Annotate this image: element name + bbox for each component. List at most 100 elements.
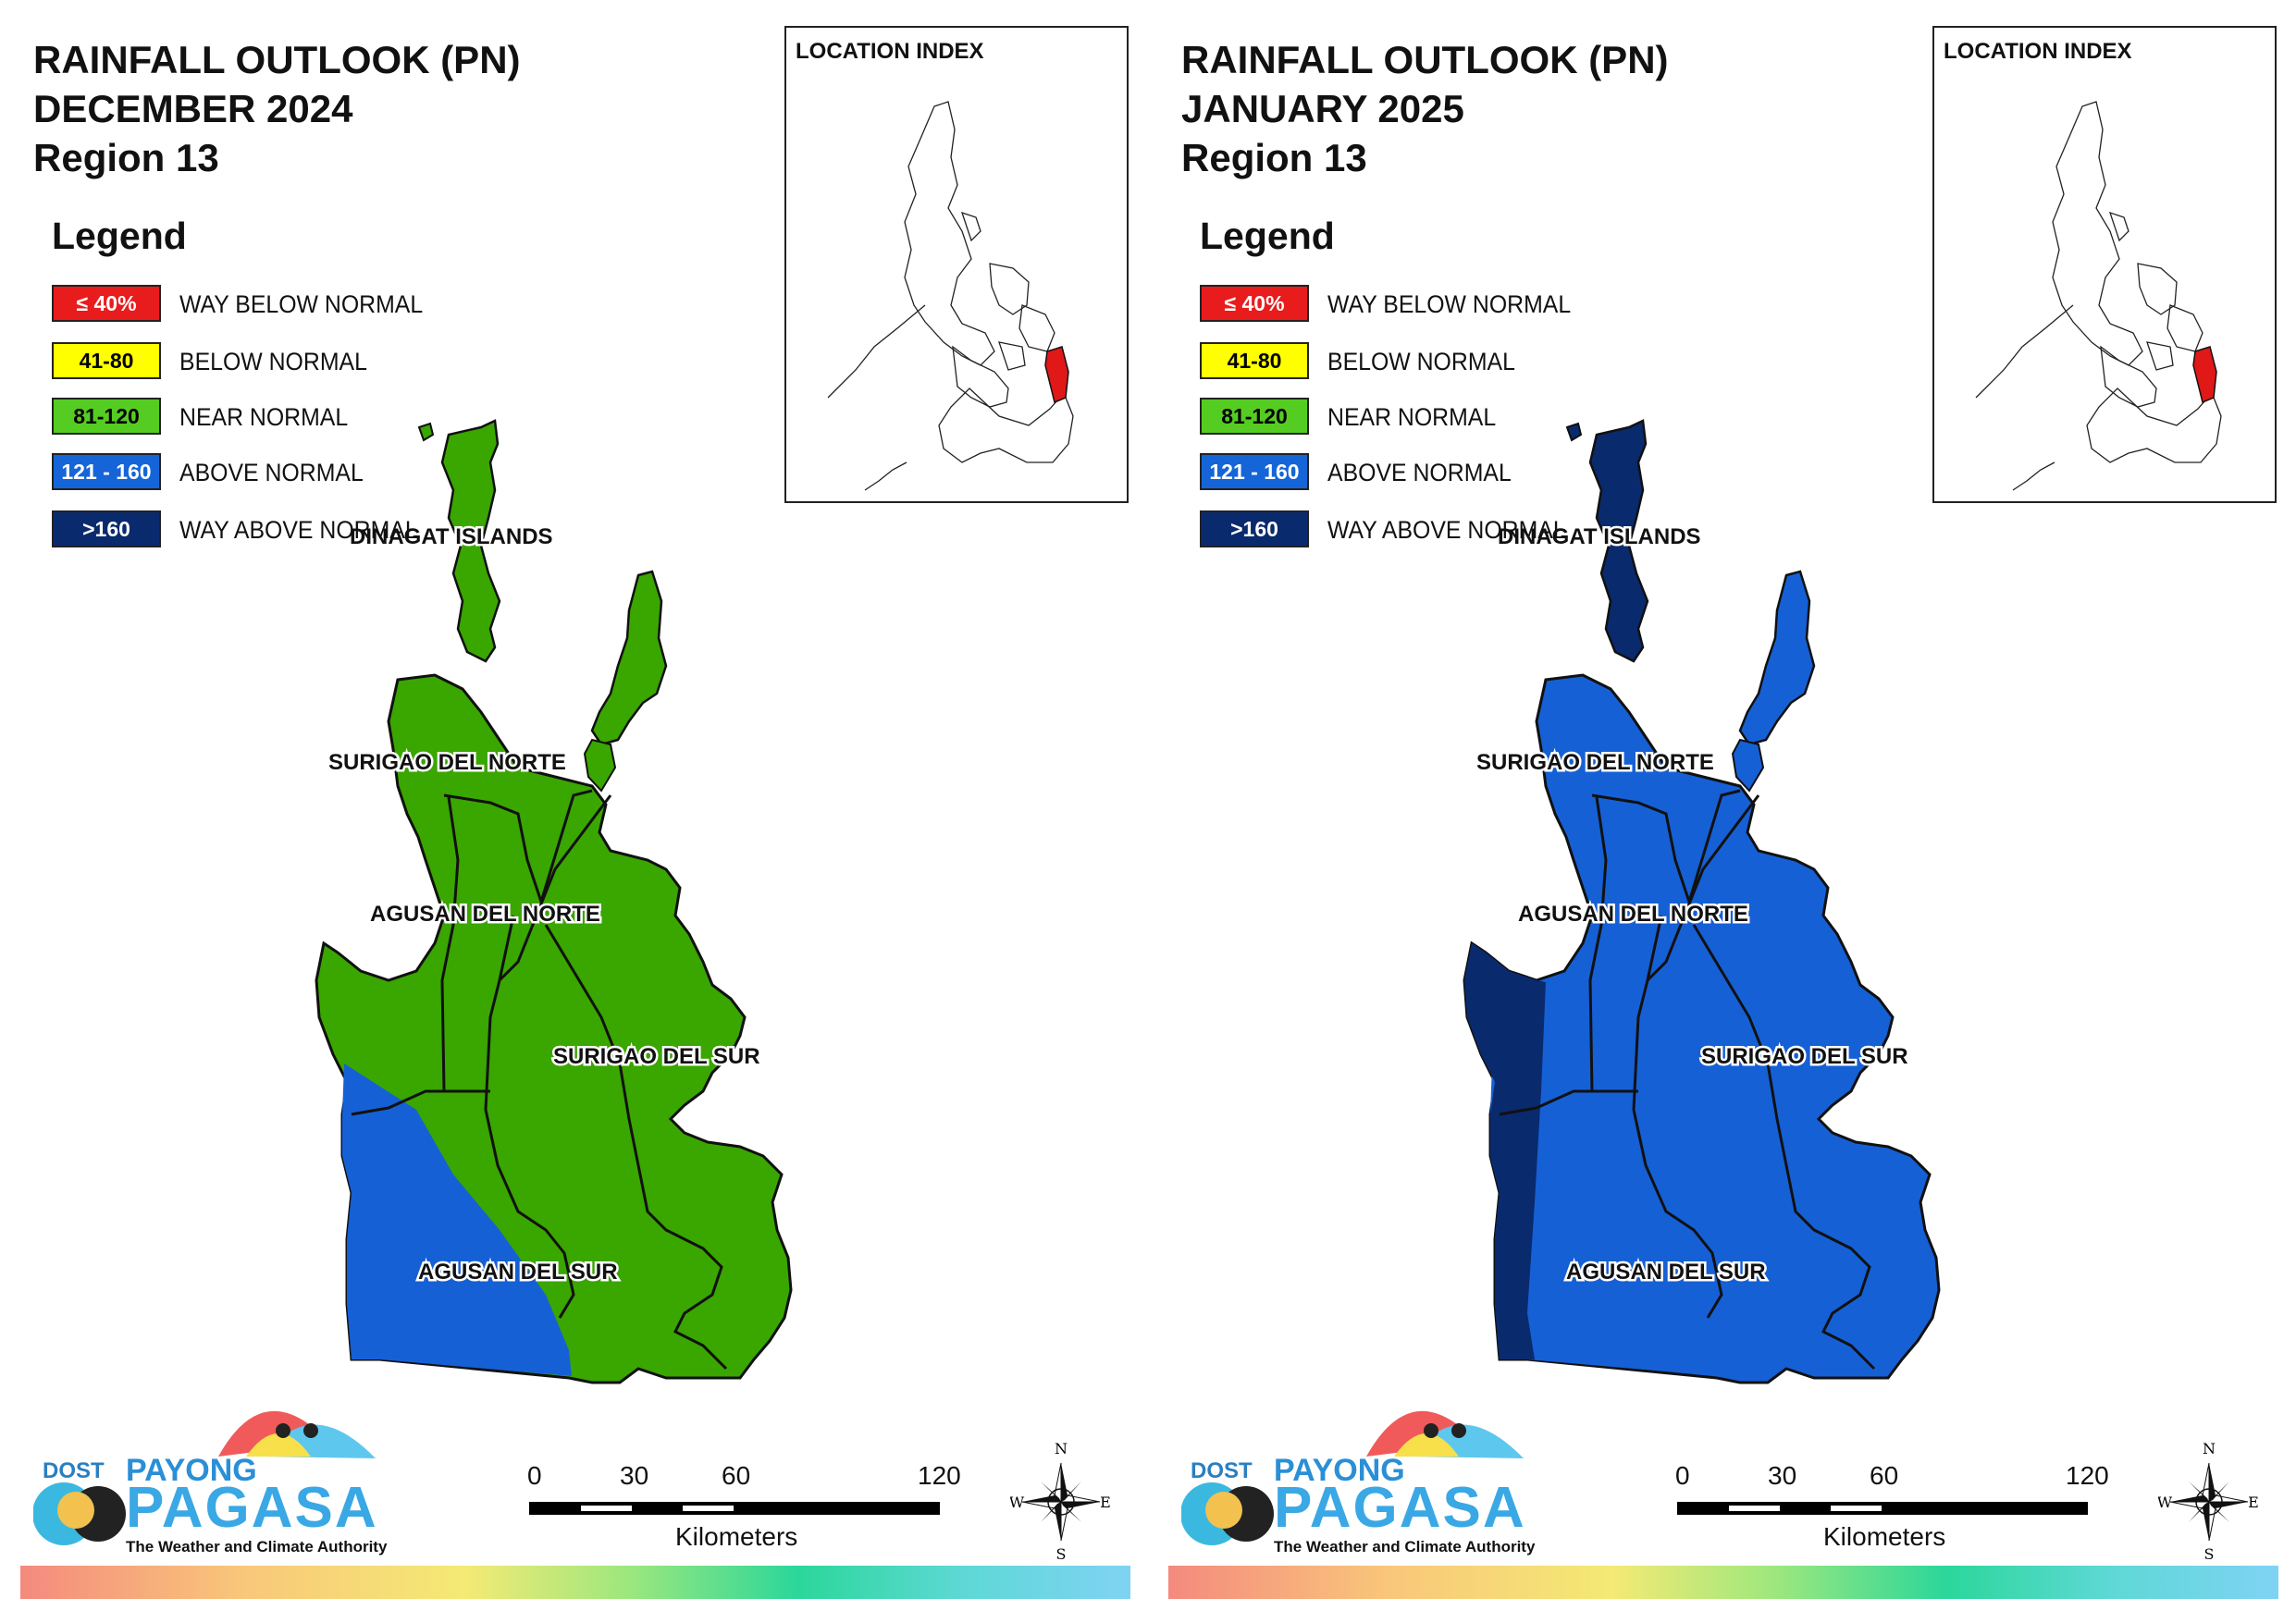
north-arrow: N S E W	[2157, 1440, 2260, 1566]
dinagat-island-main	[440, 419, 501, 663]
label-agusan-del-sur: AGUSAN DEL SUR	[1566, 1260, 1766, 1285]
province-boundary-north	[440, 796, 460, 1092]
legend-label: WAY ABOVE NORMAL	[1327, 516, 1566, 544]
logo-dost: DOST	[43, 1458, 105, 1483]
logo-tagline: The Weather and Climate Authority	[126, 1538, 388, 1555]
compass-w: W	[2158, 1494, 2173, 1511]
scale-tick-0: 0	[527, 1461, 542, 1490]
scale-bar: 0 30 60 120 Kilometers	[527, 1461, 961, 1551]
compass-n: N	[1055, 1441, 1068, 1457]
legend-label: BELOW NORMAL	[1327, 348, 1515, 375]
color-gradient-bar	[1168, 1566, 2278, 1599]
legend-title: Legend	[1200, 215, 1335, 257]
scale-tick-120: 120	[918, 1461, 961, 1490]
legend-swatch: 41-80	[52, 342, 161, 379]
compass-s: S	[1056, 1545, 1067, 1561]
dinagat-island-main	[1588, 419, 1649, 663]
title-line-3: Region 13	[1181, 136, 1367, 179]
legend-label: WAY ABOVE NORMAL	[179, 516, 418, 544]
legend-swatch: 41-80	[1200, 342, 1309, 379]
zone-way-above-normal	[1464, 943, 1546, 1359]
scale-tick-60: 60	[722, 1461, 751, 1490]
legend-label: NEAR NORMAL	[179, 403, 349, 431]
title-line-2: DECEMBER 2024	[33, 87, 353, 130]
province-boundary-adn-sdn	[1591, 789, 1741, 906]
region-13-highlight	[2192, 346, 2217, 404]
scale-unit: Kilometers	[1823, 1522, 1946, 1551]
compass-w: W	[1010, 1494, 1025, 1511]
scale-bar-graphic	[529, 1502, 940, 1515]
location-index-inset: LOCATION INDEX	[784, 26, 1129, 503]
legend-title: Legend	[52, 215, 187, 257]
province-boundary-adn-sdn	[443, 789, 593, 906]
province-boundary-south	[351, 1089, 490, 1116]
label-dinagat: DINAGAT ISLANDS	[350, 524, 553, 549]
legend-label: WAY BELOW NORMAL	[179, 290, 424, 318]
compass-e: E	[1100, 1494, 1111, 1511]
scale-tick-60: 60	[1870, 1461, 1899, 1490]
outlook-panel-december: RAINFALL OUTLOOK (PN) DECEMBER 2024 Regi…	[20, 26, 1130, 1599]
bucas-grande-island	[583, 738, 617, 793]
scale-tick-30: 30	[1768, 1461, 1797, 1490]
bucas-grande-island	[1731, 738, 1765, 793]
region-13-highlight	[1044, 346, 1069, 404]
location-index-inset: LOCATION INDEX	[1932, 26, 2277, 503]
inset-title: LOCATION INDEX	[796, 39, 984, 64]
label-surigao-del-sur: SURIGAO DEL SUR	[1701, 1044, 1908, 1069]
legend-label: ABOVE NORMAL	[1327, 459, 1512, 486]
legend-swatch: ≤ 40%	[1200, 285, 1309, 322]
province-boundary-south	[1499, 1089, 1638, 1116]
map-title: RAINFALL OUTLOOK (PN) DECEMBER 2024 Regi…	[33, 35, 521, 182]
title-line-1: RAINFALL OUTLOOK (PN)	[33, 38, 521, 81]
payong-pagasa-logo: DOST PAYONG PAGASA The Weather and Clima…	[32, 1392, 388, 1558]
province-boundary-north	[1588, 796, 1608, 1092]
scale-tick-120: 120	[2066, 1461, 2109, 1490]
legend-swatch: 81-120	[52, 398, 161, 435]
legend-label: WAY BELOW NORMAL	[1327, 290, 1572, 318]
logo-payong: PAYONG	[126, 1453, 257, 1488]
label-surigao-del-norte: SURIGAO DEL NORTE	[328, 750, 566, 775]
label-surigao-del-sur: SURIGAO DEL SUR	[553, 1044, 760, 1069]
province-boundary-east	[544, 924, 728, 1371]
legend-swatch: >160	[52, 510, 161, 547]
compass-rose-icon: N S E W	[1009, 1440, 1111, 1563]
zone-secondary	[342, 1064, 572, 1376]
legend-swatch: 121 - 160	[1200, 453, 1309, 490]
legend-swatch: 121 - 160	[52, 453, 161, 490]
logo-pagasa: PAGASA	[126, 1476, 378, 1540]
philippines-outline-map	[827, 101, 1074, 491]
label-agusan-del-norte: AGUSAN DEL NORTE	[370, 902, 600, 927]
compass-e: E	[2248, 1494, 2259, 1511]
scale-tick-30: 30	[620, 1461, 649, 1490]
province-boundary-sdn-sds	[1646, 794, 1760, 982]
siargao-island	[590, 570, 668, 746]
compass-n: N	[2203, 1441, 2216, 1457]
logo-tagline: The Weather and Climate Authority	[1274, 1538, 1536, 1555]
label-agusan-del-norte: AGUSAN DEL NORTE	[1518, 902, 1748, 927]
map-title: RAINFALL OUTLOOK (PN) JANUARY 2025 Regio…	[1181, 35, 1669, 182]
scale-bar-graphic	[1677, 1502, 2088, 1515]
scale-bar: 0 30 60 120 Kilometers	[1675, 1461, 2109, 1551]
inset-title: LOCATION INDEX	[1944, 39, 2132, 64]
outlook-panel-january: RAINFALL OUTLOOK (PN) JANUARY 2025 Regio…	[1148, 0, 2296, 1623]
legend-swatch: 81-120	[1200, 398, 1309, 435]
title-line-2: JANUARY 2025	[1181, 87, 1464, 130]
region-13-map: DINAGAT ISLANDS SURIGAO DEL NORTE AGUSAN…	[315, 419, 793, 1384]
philippines-outline-map	[1975, 101, 2222, 491]
dinagat-islet	[417, 422, 435, 442]
dinagat-islet	[1565, 422, 1583, 442]
legend-label: ABOVE NORMAL	[179, 459, 364, 486]
color-gradient-bar	[20, 1566, 1130, 1599]
province-boundary-west	[484, 915, 575, 1319]
legend-label: BELOW NORMAL	[179, 348, 367, 375]
logo-dost: DOST	[1191, 1458, 1253, 1483]
province-boundary-sdn-sds	[498, 794, 612, 982]
logo-pagasa: PAGASA	[1274, 1476, 1526, 1540]
title-line-3: Region 13	[33, 136, 219, 179]
label-dinagat: DINAGAT ISLANDS	[1498, 524, 1701, 549]
compass-rose-icon: N S E W	[2157, 1440, 2259, 1563]
legend-label: NEAR NORMAL	[1327, 403, 1497, 431]
province-boundary-east	[1692, 924, 1876, 1371]
scale-unit: Kilometers	[675, 1522, 798, 1551]
north-arrow: N S E W	[1009, 1440, 1112, 1566]
